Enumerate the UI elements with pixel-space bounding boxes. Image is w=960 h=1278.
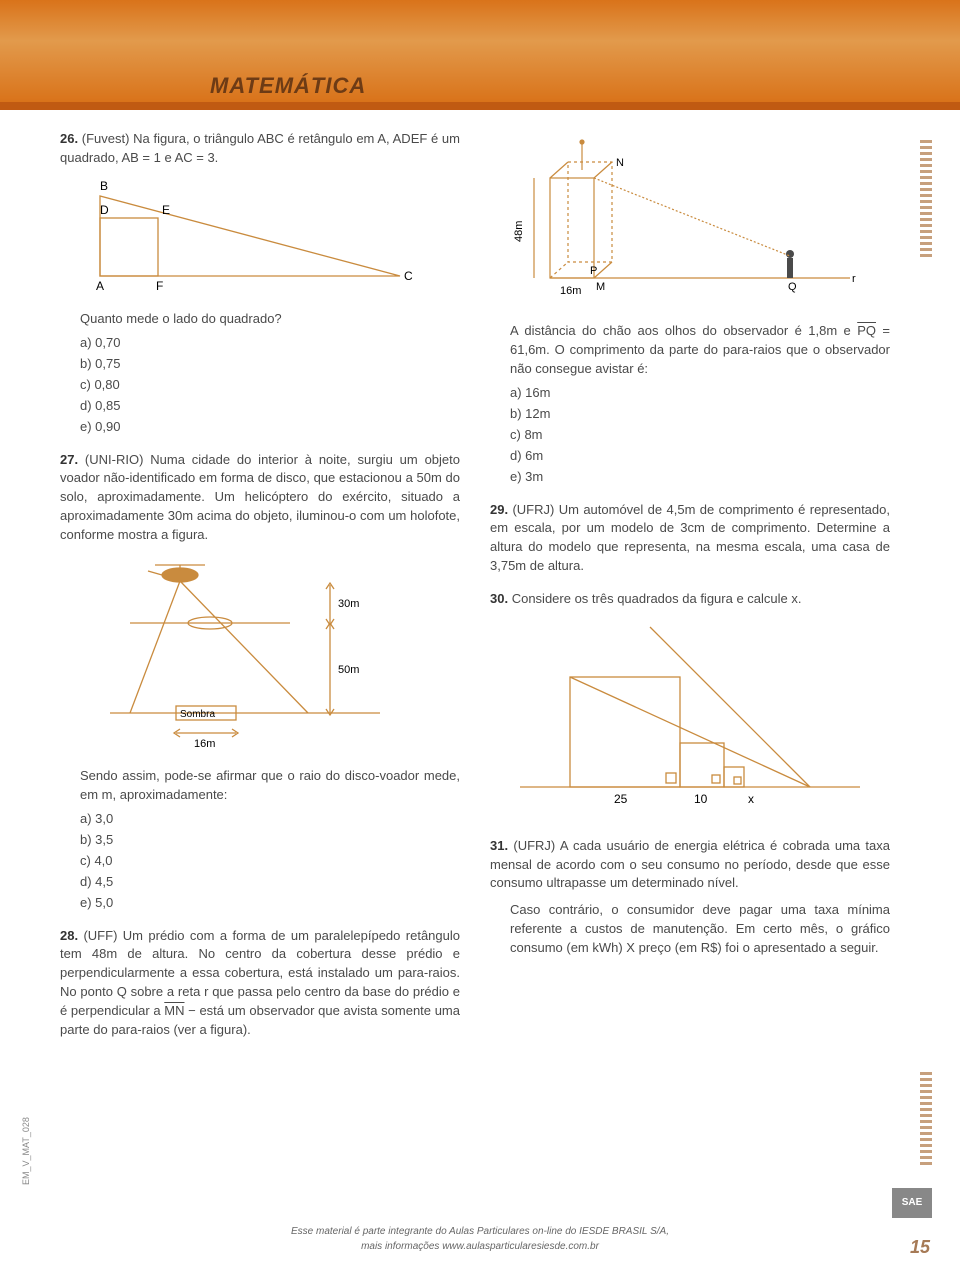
q28-continuation: A distância do chão aos olhos do observa… bbox=[510, 322, 890, 487]
side-ruler bbox=[920, 140, 932, 260]
lbl-48m: 48m bbox=[513, 221, 525, 242]
lbl-D: D bbox=[100, 203, 109, 217]
q28-pq: PQ bbox=[857, 323, 876, 338]
q27-options: a) 3,0 b) 3,5 c) 4,0 d) 4,5 e) 5,0 bbox=[80, 810, 460, 912]
q27-opt-b: b) 3,5 bbox=[80, 831, 460, 850]
q29-number: 29. bbox=[490, 502, 508, 517]
q28-opt-c: c) 8m bbox=[510, 426, 890, 445]
page-header: MATEMÁTICA bbox=[0, 0, 960, 110]
q30-figure: 25 10 x bbox=[510, 617, 890, 823]
question-27: 27. (UNI-RIO) Numa cidade do interior à … bbox=[60, 451, 460, 913]
q26-svg: B D E A F C bbox=[80, 176, 420, 296]
lbl-A: A bbox=[96, 279, 104, 293]
page-number: 15 bbox=[910, 1234, 930, 1260]
q28-opt-a: a) 16m bbox=[510, 384, 890, 403]
question-29: 29. (UFRJ) Um automóvel de 4,5m de compr… bbox=[490, 501, 890, 576]
right-column: 48m 16m N M P Q r A distância do chão ao… bbox=[490, 130, 890, 1054]
q28-opt-b: b) 12m bbox=[510, 405, 890, 424]
q26-options: a) 0,70 b) 0,75 c) 0,80 d) 0,85 e) 0,90 bbox=[80, 334, 460, 436]
q27-opt-a: a) 3,0 bbox=[80, 810, 460, 829]
q31-number: 31. bbox=[490, 838, 508, 853]
lbl-x: x bbox=[748, 792, 754, 806]
q27-svg: 30m 50m Sombra 16m bbox=[80, 553, 400, 753]
q26-opt-a: a) 0,70 bbox=[80, 334, 460, 353]
q26-opt-d: d) 0,85 bbox=[80, 397, 460, 416]
q27-opt-d: d) 4,5 bbox=[80, 873, 460, 892]
q26-opt-c: c) 0,80 bbox=[80, 376, 460, 395]
lbl-r: r bbox=[852, 273, 856, 285]
lbl-16m-b: 16m bbox=[560, 285, 581, 297]
q27-opt-e: e) 5,0 bbox=[80, 894, 460, 913]
sae-logo: SAE bbox=[892, 1188, 932, 1218]
q26-text: (Fuvest) Na figura, o triângulo ABC é re… bbox=[60, 131, 460, 165]
q30-number: 30. bbox=[490, 591, 508, 606]
side-code: EM_V_MAT_028 bbox=[20, 1117, 33, 1185]
question-31: 31. (UFRJ) A cada usuário de energia elé… bbox=[490, 837, 890, 958]
q28-opt-e: e) 3m bbox=[510, 468, 890, 487]
q31-text2: Caso contrário, o consumidor deve pagar … bbox=[510, 901, 890, 958]
lbl-10: 10 bbox=[694, 792, 708, 806]
q29-text: (UFRJ) Um automóvel de 4,5m de comprimen… bbox=[490, 502, 890, 574]
footer-line2: mais informações www.aulasparticularesie… bbox=[0, 1240, 960, 1255]
q28-options: a) 16m b) 12m c) 8m d) 6m e) 3m bbox=[510, 384, 890, 486]
lbl-16m: 16m bbox=[194, 738, 215, 750]
lbl-Q: Q bbox=[788, 281, 797, 293]
q26-number: 26. bbox=[60, 131, 78, 146]
q27-opt-c: c) 4,0 bbox=[80, 852, 460, 871]
main-content: 26. (Fuvest) Na figura, o triângulo ABC … bbox=[0, 110, 960, 1064]
question-28: 28. (UFF) Um prédio com a forma de um pa… bbox=[60, 927, 460, 1040]
q28-svg: 48m 16m N M P Q r bbox=[490, 138, 870, 308]
q31-text1: (UFRJ) A cada usuário de energia elétric… bbox=[490, 838, 890, 891]
lbl-E: E bbox=[162, 203, 170, 217]
lbl-50m: 50m bbox=[338, 664, 359, 676]
q27-text: (UNI-RIO) Numa cidade do interior à noit… bbox=[60, 452, 460, 542]
lbl-25: 25 bbox=[614, 792, 628, 806]
q26-opt-e: e) 0,90 bbox=[80, 418, 460, 437]
subject-title: MATEMÁTICA bbox=[210, 70, 366, 102]
lbl-F: F bbox=[156, 279, 163, 293]
footer-line1: Esse material é parte integrante do Aula… bbox=[0, 1225, 960, 1240]
q28-number: 28. bbox=[60, 928, 78, 943]
lbl-P: P bbox=[590, 265, 597, 277]
lbl-M: M bbox=[596, 281, 605, 293]
q28-opt-d: d) 6m bbox=[510, 447, 890, 466]
lbl-sombra: Sombra bbox=[180, 709, 215, 720]
question-26: 26. (Fuvest) Na figura, o triângulo ABC … bbox=[60, 130, 460, 437]
lbl-30m: 30m bbox=[338, 598, 359, 610]
q30-text: Considere os três quadrados da figura e … bbox=[512, 591, 802, 606]
left-column: 26. (Fuvest) Na figura, o triângulo ABC … bbox=[60, 130, 460, 1054]
q27-number: 27. bbox=[60, 452, 78, 467]
q27-prompt: Sendo assim, pode-se afirmar que o raio … bbox=[80, 767, 460, 805]
q27-figure: 30m 50m Sombra 16m bbox=[80, 553, 460, 759]
q30-svg: 25 10 x bbox=[510, 617, 870, 817]
page-footer: Esse material é parte integrante do Aula… bbox=[0, 1225, 960, 1254]
q28-text3a: A distância do chão aos olhos do observa… bbox=[510, 323, 857, 338]
lbl-C: C bbox=[404, 269, 413, 283]
q28-figure: 48m 16m N M P Q r bbox=[490, 138, 890, 314]
lbl-B: B bbox=[100, 179, 108, 193]
question-30: 30. Considere os três quadrados da figur… bbox=[490, 590, 890, 823]
lbl-N: N bbox=[616, 157, 624, 169]
side-ruler-bottom bbox=[920, 1072, 932, 1168]
q26-figure: B D E A F C bbox=[80, 176, 460, 302]
q26-opt-b: b) 0,75 bbox=[80, 355, 460, 374]
q26-prompt: Quanto mede o lado do quadrado? bbox=[80, 310, 460, 329]
q28-mn: MN bbox=[164, 1003, 184, 1018]
